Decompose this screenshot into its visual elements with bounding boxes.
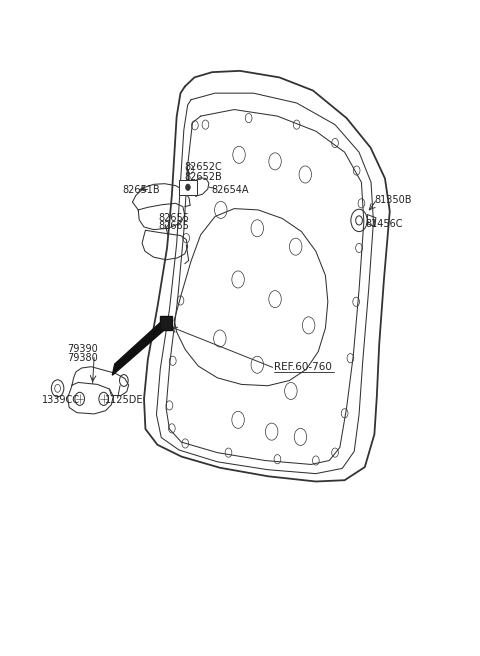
Text: 82665: 82665 bbox=[158, 221, 189, 232]
Text: 1339CC: 1339CC bbox=[42, 395, 80, 405]
Text: 79380: 79380 bbox=[67, 353, 98, 363]
Text: REF.60-760: REF.60-760 bbox=[274, 362, 332, 373]
Text: 81350B: 81350B bbox=[374, 195, 412, 205]
Text: 82652C: 82652C bbox=[185, 162, 223, 173]
Text: 81456C: 81456C bbox=[366, 219, 403, 230]
Text: 1125DE: 1125DE bbox=[105, 395, 143, 405]
Text: 82655: 82655 bbox=[158, 213, 190, 223]
Circle shape bbox=[185, 184, 190, 190]
Text: 82654A: 82654A bbox=[211, 185, 249, 195]
FancyBboxPatch shape bbox=[160, 316, 172, 330]
Text: 82651B: 82651B bbox=[122, 185, 160, 195]
FancyBboxPatch shape bbox=[179, 180, 197, 195]
Polygon shape bbox=[112, 318, 168, 375]
Text: 82652B: 82652B bbox=[185, 172, 223, 182]
Text: 79390: 79390 bbox=[67, 344, 98, 354]
